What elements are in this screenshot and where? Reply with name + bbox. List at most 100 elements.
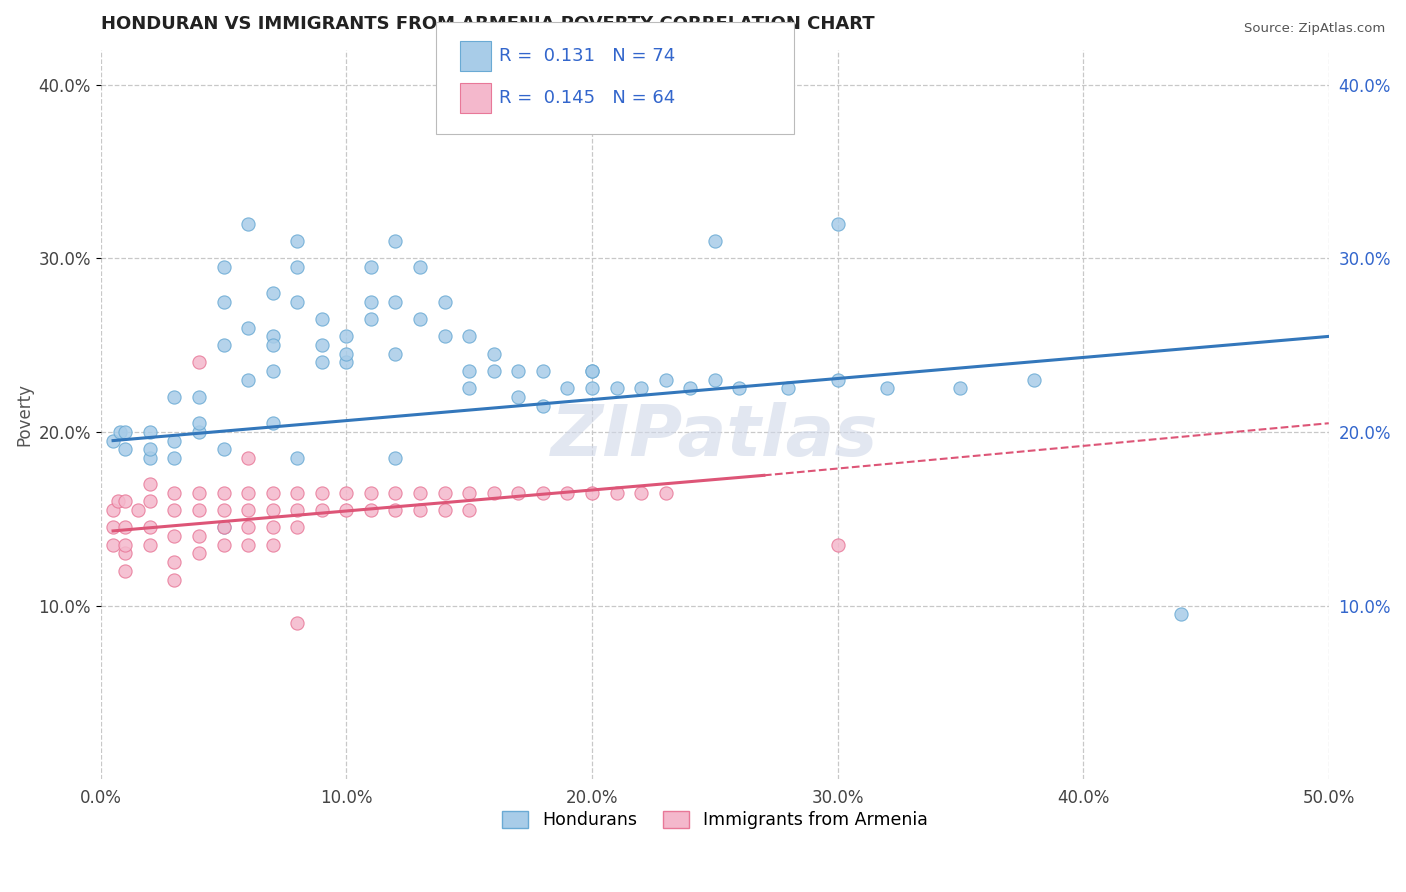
Point: [778, 382, 800, 396]
Point: [139, 425, 162, 439]
Point: [606, 382, 628, 396]
Text: ZIPatlas: ZIPatlas: [551, 402, 879, 471]
Text: HONDURAN VS IMMIGRANTS FROM ARMENIA POVERTY CORRELATION CHART: HONDURAN VS IMMIGRANTS FROM ARMENIA POVE…: [101, 15, 875, 33]
Point: [139, 477, 162, 491]
Point: [335, 347, 357, 361]
Point: [433, 329, 456, 343]
Point: [188, 390, 211, 404]
Point: [531, 399, 554, 413]
Point: [163, 390, 186, 404]
Point: [188, 547, 211, 561]
Point: [311, 312, 333, 326]
Point: [433, 485, 456, 500]
Point: [531, 364, 554, 378]
Point: [212, 520, 235, 534]
Text: R =  0.131   N = 74: R = 0.131 N = 74: [499, 47, 675, 65]
Point: [581, 382, 603, 396]
Point: [212, 338, 235, 352]
Point: [139, 538, 162, 552]
Point: [285, 485, 308, 500]
Point: [876, 382, 898, 396]
Point: [384, 294, 406, 309]
Point: [360, 503, 382, 517]
Point: [262, 520, 284, 534]
Point: [654, 485, 676, 500]
Point: [311, 503, 333, 517]
Point: [236, 538, 259, 552]
Point: [384, 234, 406, 248]
Point: [557, 485, 579, 500]
Point: [188, 355, 211, 369]
Point: [531, 485, 554, 500]
Point: [212, 520, 235, 534]
Point: [163, 450, 186, 465]
Point: [188, 416, 211, 430]
Point: [163, 503, 186, 517]
Point: [458, 485, 481, 500]
Point: [703, 234, 725, 248]
Point: [101, 538, 124, 552]
Point: [384, 347, 406, 361]
Point: [262, 329, 284, 343]
Point: [581, 485, 603, 500]
Point: [262, 416, 284, 430]
Point: [1170, 607, 1192, 622]
Point: [508, 364, 530, 378]
Point: [433, 294, 456, 309]
Point: [163, 555, 186, 569]
Point: [335, 503, 357, 517]
Point: [212, 485, 235, 500]
Point: [212, 503, 235, 517]
Point: [311, 355, 333, 369]
Point: [188, 529, 211, 543]
Point: [384, 450, 406, 465]
Point: [285, 615, 308, 630]
Point: [335, 485, 357, 500]
Point: [285, 294, 308, 309]
Point: [114, 538, 136, 552]
Point: [262, 364, 284, 378]
Point: [114, 564, 136, 578]
Point: [360, 485, 382, 500]
Point: [188, 485, 211, 500]
Point: [581, 364, 603, 378]
Point: [285, 450, 308, 465]
Point: [139, 442, 162, 457]
Point: [458, 364, 481, 378]
Point: [236, 373, 259, 387]
Point: [311, 338, 333, 352]
Point: [409, 503, 432, 517]
Point: [827, 373, 849, 387]
Point: [384, 485, 406, 500]
Point: [114, 494, 136, 508]
Point: [114, 425, 136, 439]
Point: [606, 485, 628, 500]
Point: [107, 494, 129, 508]
Point: [163, 529, 186, 543]
Point: [384, 503, 406, 517]
Point: [139, 450, 162, 465]
Point: [482, 347, 505, 361]
Point: [433, 503, 456, 517]
Point: [482, 364, 505, 378]
Text: R =  0.145   N = 64: R = 0.145 N = 64: [499, 89, 675, 107]
Y-axis label: Poverty: Poverty: [15, 383, 32, 446]
Point: [458, 503, 481, 517]
Point: [949, 382, 972, 396]
Point: [581, 364, 603, 378]
Point: [654, 373, 676, 387]
Point: [285, 520, 308, 534]
Point: [262, 338, 284, 352]
Point: [728, 382, 751, 396]
Point: [311, 485, 333, 500]
Point: [101, 434, 124, 448]
Point: [827, 217, 849, 231]
Point: [262, 538, 284, 552]
Point: [212, 538, 235, 552]
Point: [360, 312, 382, 326]
Point: [409, 260, 432, 274]
Point: [101, 520, 124, 534]
Point: [409, 312, 432, 326]
Point: [508, 485, 530, 500]
Point: [630, 485, 652, 500]
